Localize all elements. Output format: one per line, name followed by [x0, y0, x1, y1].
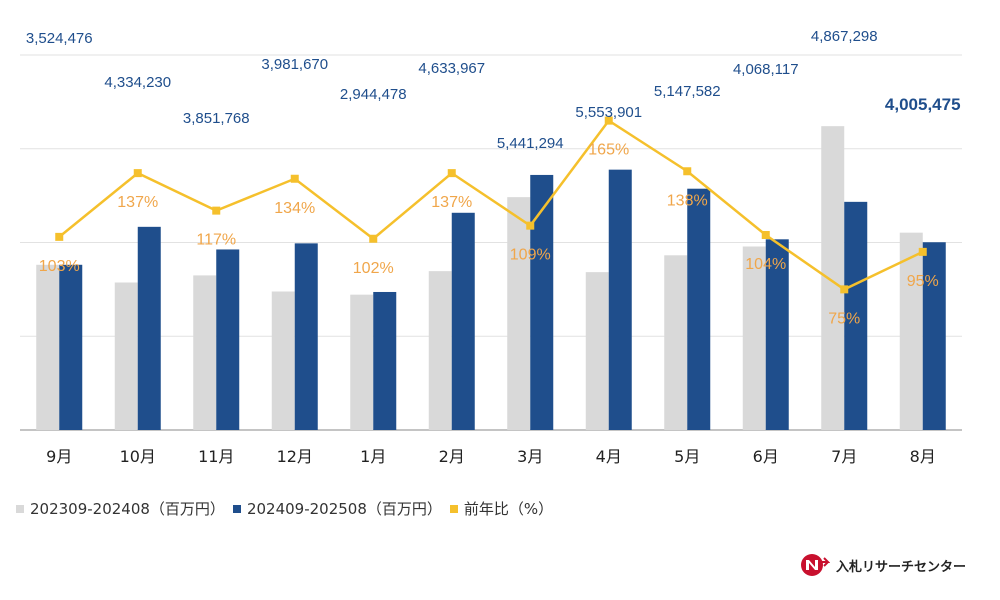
legend-swatch-prev — [16, 504, 24, 513]
data-label-ratio: 137% — [117, 194, 158, 211]
data-label-value: 2,944,478 — [340, 86, 407, 103]
bar-prev — [36, 264, 60, 430]
brand-logo-icon — [801, 554, 830, 576]
legend-swatch-ratio — [449, 504, 458, 513]
ratio-point — [604, 116, 613, 125]
ratio-point — [55, 232, 64, 241]
ratio-line: 103% 137% 117% 134% 102% 137% 109% 165% 138% 104%… — [39, 116, 939, 327]
data-label-value: 5,147,582 — [654, 83, 721, 100]
ratio-point — [133, 169, 142, 178]
data-label-value: 3,851,768 — [183, 110, 250, 127]
bar-curr — [137, 226, 161, 430]
bar-curr — [687, 188, 711, 430]
x-tick-label: 3月 — [517, 447, 543, 466]
bars-current-year — [59, 169, 946, 430]
bar-prev — [664, 255, 688, 430]
data-label-value: 5,441,294 — [497, 135, 564, 152]
ratio-series-line — [58, 118, 924, 291]
legend-label-prev: 202309-202408（百万円） — [30, 500, 225, 518]
ratio-point — [918, 247, 927, 256]
x-tick-label: 8月 — [910, 447, 936, 466]
bar-curr — [765, 239, 789, 430]
brand-logo-text: 入札リサーチセンター — [836, 559, 967, 575]
data-label-value: 4,633,967 — [418, 60, 485, 77]
ratio-point — [447, 169, 456, 178]
bar-prev — [193, 275, 217, 430]
bar-curr — [608, 169, 632, 430]
data-label-value: 4,867,298 — [811, 28, 878, 45]
x-axis-ticks: 9月 10月 11月 12月 1月 2月 3月 4月 5月 6月 7月 8月 — [46, 447, 936, 466]
bar-curr — [530, 174, 554, 430]
bar-curr — [294, 243, 318, 430]
data-label-value: 4,068,117 — [733, 61, 799, 78]
bar-prev — [585, 272, 609, 430]
x-tick-label: 7月 — [831, 447, 857, 466]
brand-logo: 入札リサーチセンター — [800, 553, 966, 577]
x-tick-label: 11月 — [198, 447, 234, 466]
data-label-ratio: 165% — [588, 142, 629, 159]
bar-prev — [821, 126, 845, 430]
data-label-ratio: 138% — [667, 192, 708, 209]
data-label-ratio: 134% — [274, 200, 315, 217]
data-label-ratio: 75% — [828, 310, 860, 327]
legend: 202309-202408（百万円） 202409-202508（百万円） 前年… — [16, 498, 561, 519]
bar-prev — [428, 271, 452, 430]
bar-curr — [922, 242, 946, 430]
data-label-value: 3,981,670 — [261, 56, 328, 73]
legend-label-curr: 202409-202508（百万円） — [246, 500, 442, 518]
bar-curr — [59, 264, 83, 430]
ratio-point — [840, 285, 849, 294]
bar-prev — [271, 291, 295, 430]
data-label-ratio: 117% — [196, 232, 236, 249]
legend-label-ratio: 前年比（%） — [463, 500, 554, 518]
bars-prev-year — [36, 126, 923, 430]
data-label-ratio: 102% — [353, 260, 394, 277]
x-tick-label: 5月 — [674, 447, 700, 466]
data-label-value: 4,334,230 — [104, 74, 171, 91]
ratio-point — [761, 231, 770, 239]
legend-item-curr: 202409-202508（百万円） — [232, 498, 442, 519]
ratio-point — [369, 234, 378, 243]
data-label-ratio: 104% — [745, 256, 786, 273]
x-tick-label: 10月 — [120, 447, 156, 466]
data-label-ratio: 109% — [510, 247, 551, 264]
bar-prev — [507, 197, 531, 430]
bar-prev — [350, 294, 374, 430]
bar-curr — [373, 291, 397, 430]
legend-item-ratio: 前年比（%） — [449, 498, 554, 519]
x-tick-label: 2月 — [439, 447, 465, 466]
bar-curr — [216, 249, 240, 430]
bar-curr — [451, 212, 475, 430]
legend-item-prev: 202309-202408（百万円） — [16, 498, 225, 519]
ratio-point — [526, 221, 535, 230]
bar-prev — [742, 246, 766, 430]
x-tick-label: 1月 — [360, 447, 386, 466]
x-tick-label: 4月 — [596, 447, 622, 466]
ratio-point — [212, 206, 221, 215]
x-tick-label: 6月 — [753, 447, 779, 466]
value-labels: 3,524,476 4,334,230 3,851,768 3,981,670 2,94… — [26, 28, 961, 152]
data-label-value: 5,553,901 — [575, 104, 642, 121]
x-tick-label: 9月 — [46, 447, 72, 466]
bar-curr — [844, 201, 868, 430]
data-label-value: 4,005,475 — [885, 95, 961, 114]
bar-prev — [899, 232, 923, 430]
bar-prev — [114, 282, 138, 430]
legend-swatch-curr — [232, 504, 241, 513]
x-tick-label: 12月 — [277, 447, 313, 466]
data-label-ratio: 137% — [431, 194, 472, 211]
data-label-value: 3,524,476 — [26, 30, 93, 47]
data-label-ratio: 103% — [39, 258, 80, 275]
data-label-ratio: 95% — [907, 273, 939, 290]
gridlines — [20, 54, 962, 431]
ratio-point — [290, 174, 299, 183]
ratio-point — [683, 167, 692, 176]
